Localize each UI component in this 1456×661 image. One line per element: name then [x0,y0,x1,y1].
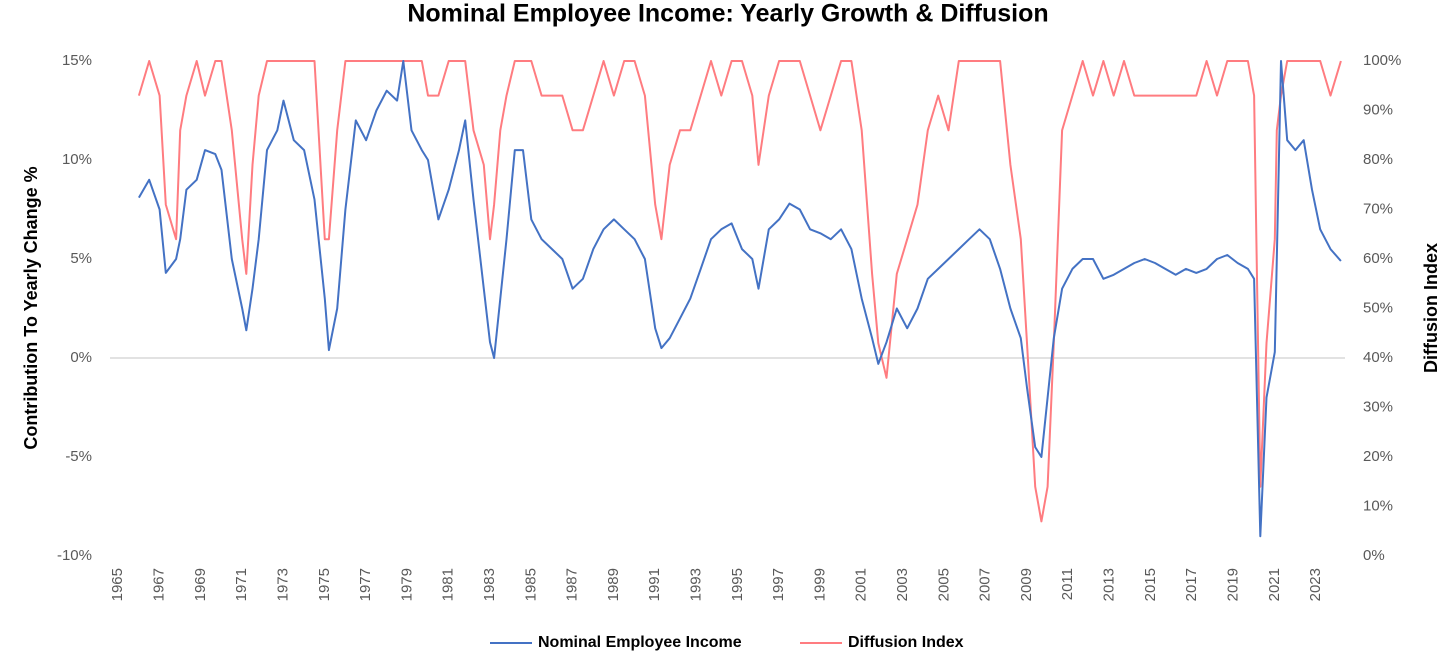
x-tick-label: 1973 [274,568,291,601]
x-tick-label: 2023 [1307,568,1324,601]
chart-title: Nominal Employee Income: Yearly Growth &… [407,0,1048,28]
y-tick-label: -5% [65,448,92,465]
x-tick-label: 2021 [1266,568,1283,601]
y2-tick-label: 20% [1363,448,1393,465]
x-tick-label: 1975 [316,568,333,601]
y2-tick-label: 40% [1363,349,1393,366]
y-tick-label: -10% [57,547,92,564]
x-tick-label: 2003 [894,568,911,601]
x-tick-label: 1981 [440,568,457,601]
x-tick-label: 2005 [935,568,952,601]
x-tick-label: 2019 [1224,568,1241,601]
x-tick-label: 1969 [192,568,209,601]
y2-tick-label: 70% [1363,200,1393,217]
x-tick-label: 1967 [151,568,168,601]
x-tick-label: 2013 [1101,568,1118,601]
y2-tick-label: 0% [1363,547,1385,564]
y2-tick-label: 100% [1363,52,1401,69]
series-line [137,60,1342,523]
y2-tick-label: 80% [1363,151,1393,168]
x-tick-label: 2001 [853,568,870,601]
y-axis-title: Contribution To Yearly Change % [21,166,41,449]
y2-axis-title: Diffusion Index [1421,243,1441,373]
x-tick-label: 1979 [398,568,415,601]
x-tick-label: 1995 [729,568,746,601]
y-tick-label: 0% [70,349,92,366]
y2-tick-label: 10% [1363,497,1393,514]
x-tick-label: 1983 [481,568,498,601]
legend-label: Diffusion Index [848,634,964,651]
x-tick-label: 1985 [522,568,539,601]
legend-label: Nominal Employee Income [538,634,742,651]
y2-tick-label: 60% [1363,250,1393,267]
y-tick-label: 10% [62,151,92,168]
y2-tick-label: 90% [1363,101,1393,118]
x-tick-label: 2017 [1183,568,1200,601]
y2-tick-label: 30% [1363,398,1393,415]
x-tick-label: 2009 [1018,568,1035,601]
series-line [138,60,1342,538]
x-tick-label: 2011 [1059,568,1076,600]
x-tick-label: 1993 [687,568,704,601]
x-tick-label: 1997 [770,568,787,601]
x-tick-label: 1971 [233,568,250,601]
x-tick-label: 1999 [811,568,828,601]
x-tick-label: 1989 [605,568,622,601]
x-tick-label: 2015 [1142,568,1159,601]
y-tick-label: 15% [62,52,92,69]
x-tick-label: 1965 [109,568,126,601]
x-tick-label: 1987 [564,568,581,601]
y2-tick-label: 50% [1363,299,1393,316]
y-tick-label: 5% [70,250,92,267]
x-tick-label: 1977 [357,568,374,601]
x-tick-label: 1991 [646,568,663,601]
x-tick-label: 2007 [977,568,994,601]
